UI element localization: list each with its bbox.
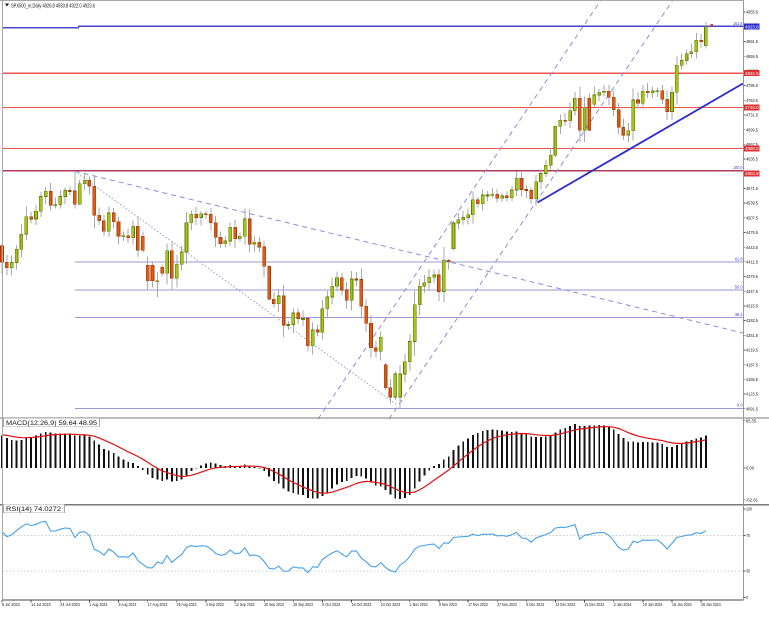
svg-text:4763.5: 4763.5 [746,98,759,103]
svg-text:4315.5: 4315.5 [746,304,759,309]
svg-text:2 Jan 2024: 2 Jan 2024 [614,602,632,607]
svg-text:4539.5: 4539.5 [746,201,759,206]
svg-text:4699.5: 4699.5 [746,127,759,132]
svg-text:4923.8: 4923.8 [745,24,759,29]
svg-text:5 Dec 2023: 5 Dec 2023 [526,602,544,607]
svg-text:38.2: 38.2 [735,312,743,317]
svg-text:10 Jan 2024: 10 Jan 2024 [643,602,663,607]
svg-text:4795.5: 4795.5 [746,83,759,88]
svg-text:30: 30 [746,569,751,574]
svg-text:26 Jan 2024: 26 Jan 2024 [701,602,721,607]
svg-text:4658.5: 4658.5 [745,146,759,151]
svg-text:4748.0: 4748.0 [745,105,759,110]
svg-text:0: 0 [746,595,749,600]
svg-text:85.35: 85.35 [746,418,757,423]
svg-text:70: 70 [746,533,751,538]
svg-text:24 Jul 2023: 24 Jul 2023 [60,602,80,607]
svg-text:MACD(12,26,9) 59.64 48.95: MACD(12,26,9) 59.64 48.95 [6,420,98,427]
svg-text:4123.5: 4123.5 [746,392,759,397]
svg-text:6 Oct 2023: 6 Oct 2023 [322,602,340,607]
svg-text:4443.5: 4443.5 [746,245,759,250]
svg-text:4891.5: 4891.5 [746,39,759,44]
svg-text:17 Aug 2023: 17 Aug 2023 [148,602,168,607]
svg-text:14 Jul 2023: 14 Jul 2023 [31,602,51,607]
svg-text:21 Dec 2023: 21 Dec 2023 [585,602,605,607]
svg-text:4219.5: 4219.5 [746,348,759,353]
svg-text:4667.5: 4667.5 [746,142,759,147]
svg-text:0.00: 0.00 [746,466,755,471]
svg-text:4955.5: 4955.5 [746,10,759,15]
svg-text:17 Nov 2023: 17 Nov 2023 [468,602,488,607]
svg-text:4507.5: 4507.5 [746,215,759,220]
svg-text:6 Jul 2023: 6 Jul 2023 [2,602,20,607]
svg-text:4251.5: 4251.5 [746,333,759,338]
svg-text:20 Sep 2023: 20 Sep 2023 [264,602,284,607]
svg-text:9 Nov 2023: 9 Nov 2023 [439,602,457,607]
svg-text:4187.5: 4187.5 [746,362,759,367]
svg-text:27 Nov 2023: 27 Nov 2023 [497,602,517,607]
svg-text:4822.5: 4822.5 [745,71,759,76]
svg-text:4379.5: 4379.5 [746,274,759,279]
svg-text:1 Nov 2023: 1 Nov 2023 [410,602,428,607]
svg-text:13 Dec 2023: 13 Dec 2023 [556,602,576,607]
svg-text:1 Aug 2023: 1 Aug 2023 [89,602,107,607]
svg-text:RSI(14) 74.0272: RSI(14) 74.0272 [6,506,62,513]
svg-text:4571.5: 4571.5 [746,186,759,191]
svg-text:18 Jan 2024: 18 Jan 2024 [672,602,692,607]
svg-text:4635.5: 4635.5 [746,157,759,162]
svg-text:4603.9: 4603.9 [745,171,759,176]
svg-text:4283.5: 4283.5 [746,318,759,323]
svg-text:16 Oct 2023: 16 Oct 2023 [352,602,372,607]
svg-text:4731.5: 4731.5 [746,113,759,118]
svg-text:SPX500_m,Daily 4926.8 4933.8: SPX500_m,Daily 4926.8 4933.8 4922.0 4923… [11,3,95,9]
svg-text:100.0: 100.0 [733,165,743,170]
svg-text:4347.5: 4347.5 [746,289,759,294]
svg-text:100: 100 [746,507,753,512]
svg-text:28 Sep 2023: 28 Sep 2023 [293,602,313,607]
svg-text:4411.5: 4411.5 [746,259,759,264]
svg-text:61.8: 61.8 [735,257,743,262]
svg-text:4475.5: 4475.5 [746,230,759,235]
svg-text:4859.5: 4859.5 [746,54,759,59]
svg-text:161.8: 161.8 [733,21,743,26]
svg-text:24 Oct 2023: 24 Oct 2023 [381,602,401,607]
svg-text:4155.5: 4155.5 [746,377,759,382]
svg-text:12 Sep 2023: 12 Sep 2023 [235,602,255,607]
svg-text:4 Sep 2023: 4 Sep 2023 [206,602,224,607]
svg-text:50.0: 50.0 [735,284,743,289]
svg-text:4091.5: 4091.5 [746,406,759,411]
svg-text:9 Aug 2023: 9 Aug 2023 [119,602,137,607]
svg-text:25 Aug 2023: 25 Aug 2023 [177,602,197,607]
svg-text:-62.81: -62.81 [746,497,759,502]
svg-text:0.0: 0.0 [737,402,743,407]
